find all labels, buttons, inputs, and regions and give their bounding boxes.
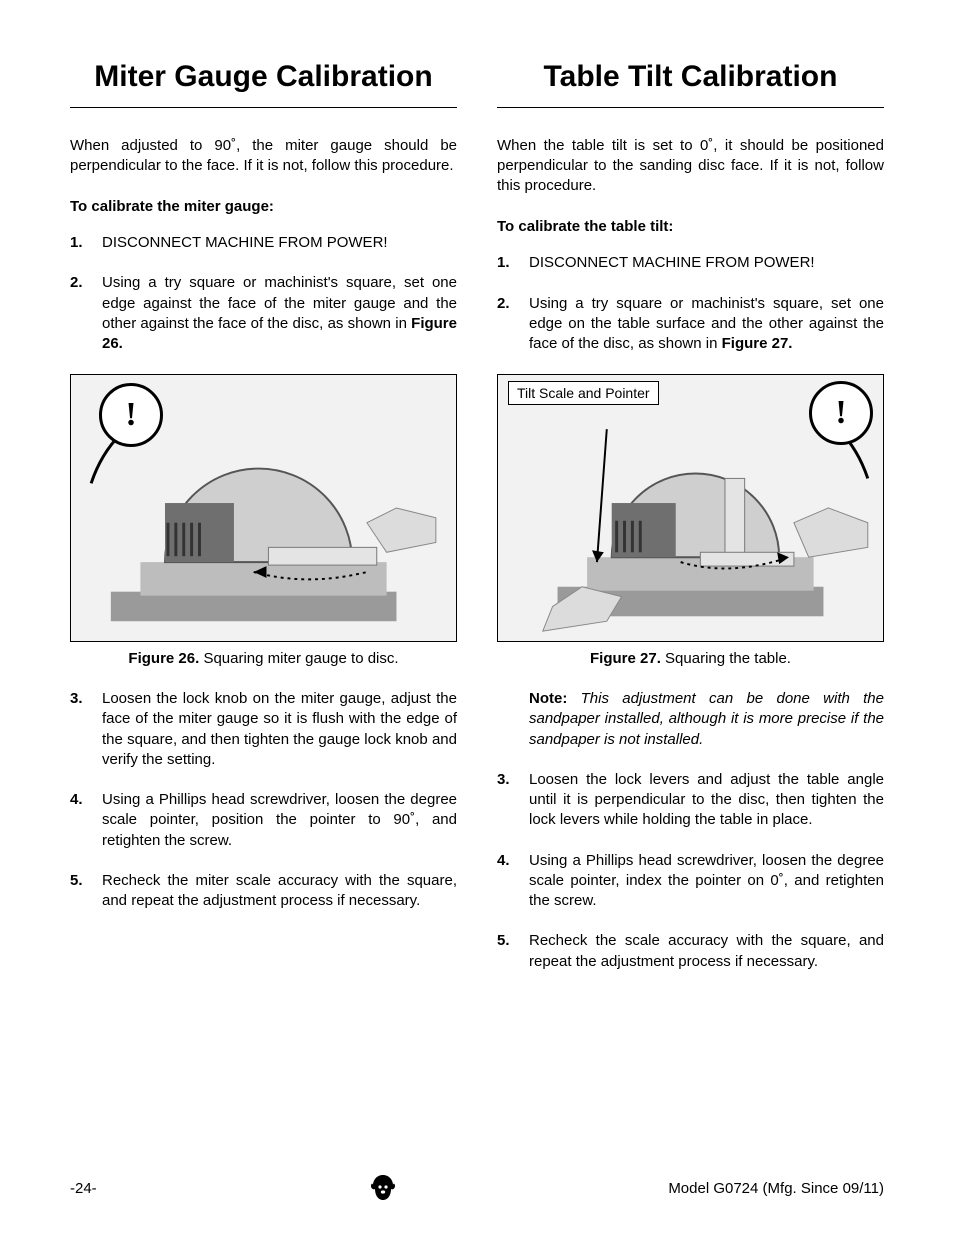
right-step-1: DISCONNECT MACHINE FROM POWER! — [497, 253, 884, 273]
figure-27-label: Figure 27. — [590, 650, 661, 667]
figure-27-caption: Figure 27. Squaring the table. — [497, 650, 884, 667]
right-step-2-figref: Figure 27. — [722, 335, 793, 352]
figure-26-image: ! — [70, 374, 457, 642]
content-columns: Miter Gauge Calibration When adjusted to… — [70, 60, 884, 992]
left-column: Miter Gauge Calibration When adjusted to… — [70, 60, 457, 992]
right-steps-continued: Loosen the lock levers and adjust the ta… — [497, 770, 884, 972]
right-step-2: Using a try square or machinist's square… — [497, 294, 884, 355]
unplug-warning-icon: ! — [99, 383, 163, 447]
right-step-3: Loosen the lock levers and adjust the ta… — [497, 770, 884, 831]
right-steps: DISCONNECT MACHINE FROM POWER! Using a t… — [497, 253, 884, 354]
right-step-4: Using a Phillips head screwdriver, loose… — [497, 851, 884, 912]
page-footer: -24- Model G0724 (Mfg. Since 09/11) — [70, 1173, 884, 1203]
right-note: Note: This adjustment can be done with t… — [529, 689, 884, 750]
tilt-scale-callout: Tilt Scale and Pointer — [508, 381, 659, 405]
left-step-3: Loosen the lock knob on the miter gauge,… — [70, 689, 457, 770]
right-subhead: To calibrate the table tilt: — [497, 218, 884, 235]
figure-26-caption: Figure 26. Squaring miter gauge to disc. — [70, 650, 457, 667]
left-step-2: Using a try square or machinist's square… — [70, 273, 457, 354]
right-column: Table Tilt Calibration When the table ti… — [497, 60, 884, 992]
unplug-warning-icon: ! — [809, 381, 873, 445]
note-label: Note: — [529, 690, 581, 707]
left-steps-continued: Loosen the lock knob on the miter gauge,… — [70, 689, 457, 911]
figure-26-caption-text: Squaring miter gauge to disc. — [199, 650, 398, 667]
figure-27-image: Tilt Scale and Pointer ! — [497, 374, 884, 642]
figure-27-caption-text: Squaring the table. — [661, 650, 791, 667]
left-step-5: Recheck the miter scale accuracy with th… — [70, 871, 457, 912]
left-intro: When adjusted to 90˚, the miter gauge sh… — [70, 136, 457, 177]
model-info: Model G0724 (Mfg. Since 09/11) — [668, 1180, 884, 1197]
figure-26-block: ! Figure 26. Squaring miter gauge to dis… — [70, 374, 457, 667]
figure-26-label: Figure 26. — [128, 650, 199, 667]
right-step-5: Recheck the scale accuracy with the squa… — [497, 931, 884, 972]
left-step-4: Using a Phillips head screwdriver, loose… — [70, 790, 457, 851]
note-body: This adjustment can be done with the san… — [529, 690, 884, 748]
page-number: -24- — [70, 1180, 97, 1197]
right-title: Table Tilt Calibration — [497, 60, 884, 108]
right-intro: When the table tilt is set to 0˚, it sho… — [497, 136, 884, 197]
left-title: Miter Gauge Calibration — [70, 60, 457, 108]
right-step-2-text: Using a try square or machinist's square… — [529, 295, 884, 353]
figure-27-block: Tilt Scale and Pointer ! Figure 27. Squa… — [497, 374, 884, 667]
left-subhead: To calibrate the miter gauge: — [70, 198, 457, 215]
brand-logo-icon — [368, 1173, 398, 1203]
left-step-2-text: Using a try square or machinist's square… — [102, 274, 457, 332]
left-step-1: DISCONNECT MACHINE FROM POWER! — [70, 233, 457, 253]
left-steps: DISCONNECT MACHINE FROM POWER! Using a t… — [70, 233, 457, 354]
